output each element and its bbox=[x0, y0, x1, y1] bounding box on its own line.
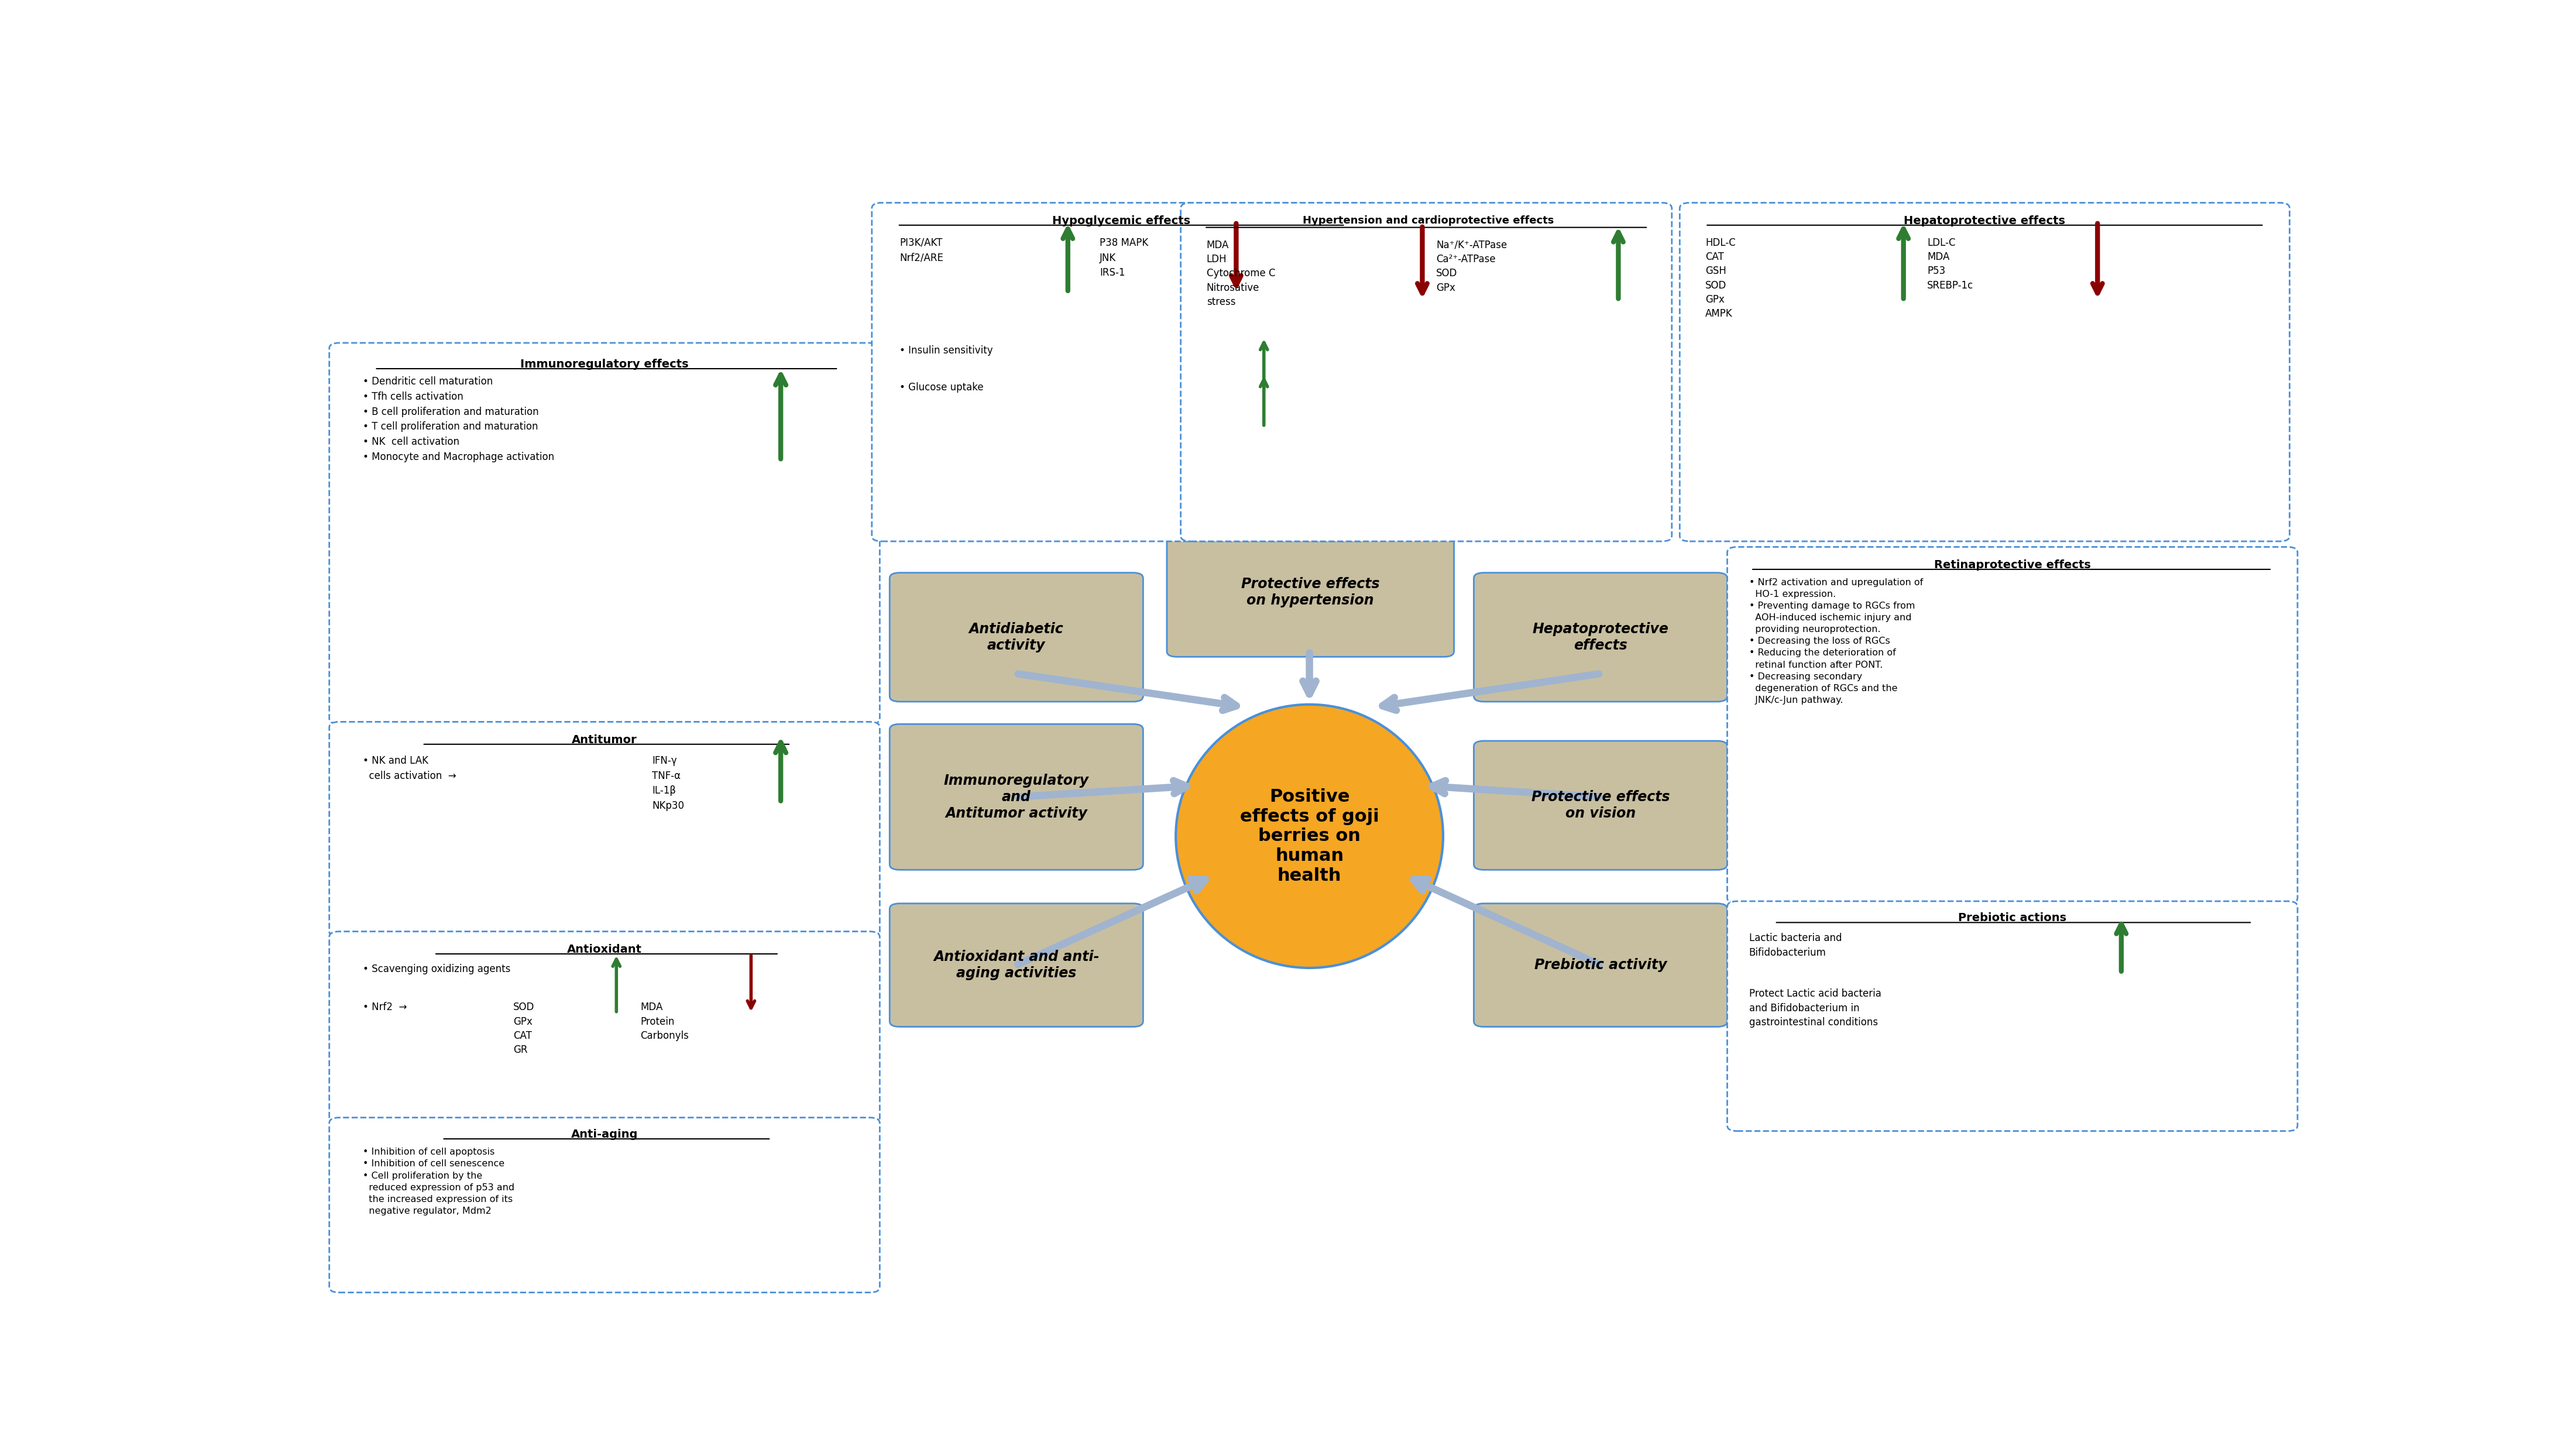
Text: HDL-C
CAT
GSH
SOD
GPx
AMPK: HDL-C CAT GSH SOD GPx AMPK bbox=[1707, 237, 1735, 319]
Text: Hepatoprotective
effects: Hepatoprotective effects bbox=[1533, 622, 1668, 652]
FancyBboxPatch shape bbox=[889, 903, 1142, 1026]
Text: Prebiotic actions: Prebiotic actions bbox=[1957, 913, 2067, 923]
FancyBboxPatch shape bbox=[1180, 202, 1671, 542]
FancyBboxPatch shape bbox=[1474, 572, 1727, 702]
Text: • Nrf2 activation and upregulation of
  HO-1 expression.
• Preventing damage to : • Nrf2 activation and upregulation of HO… bbox=[1750, 578, 1924, 705]
FancyBboxPatch shape bbox=[1679, 202, 2289, 542]
Text: Prebiotic activity: Prebiotic activity bbox=[1533, 958, 1666, 973]
Text: Immunoregulatory
and
Antitumor activity: Immunoregulatory and Antitumor activity bbox=[943, 773, 1088, 820]
Text: P38 MAPK
JNK
IRS-1: P38 MAPK JNK IRS-1 bbox=[1099, 237, 1147, 278]
FancyBboxPatch shape bbox=[1474, 903, 1727, 1026]
Text: Retinaprotective effects: Retinaprotective effects bbox=[1934, 559, 2090, 571]
Text: Antidiabetic
activity: Antidiabetic activity bbox=[968, 622, 1063, 652]
Text: Immunoregulatory effects: Immunoregulatory effects bbox=[521, 358, 690, 370]
Text: MDA
LDH
Cytochrome C
Nitrosative
stress: MDA LDH Cytochrome C Nitrosative stress bbox=[1206, 240, 1275, 307]
FancyBboxPatch shape bbox=[330, 1118, 879, 1293]
Text: Protective effects
on hypertension: Protective effects on hypertension bbox=[1242, 577, 1380, 607]
FancyBboxPatch shape bbox=[330, 722, 879, 938]
Text: Hypertension and cardioprotective effects: Hypertension and cardioprotective effect… bbox=[1303, 215, 1553, 226]
FancyBboxPatch shape bbox=[889, 572, 1142, 702]
Text: SOD
GPx
CAT
GR: SOD GPx CAT GR bbox=[514, 1002, 534, 1056]
FancyBboxPatch shape bbox=[330, 932, 879, 1124]
Ellipse shape bbox=[1175, 705, 1444, 968]
FancyBboxPatch shape bbox=[1474, 741, 1727, 869]
Text: • Inhibition of cell apoptosis
• Inhibition of cell senescence
• Cell proliferat: • Inhibition of cell apoptosis • Inhibit… bbox=[363, 1147, 514, 1216]
Text: • Dendritic cell maturation
• Tfh cells activation
• B cell proliferation and ma: • Dendritic cell maturation • Tfh cells … bbox=[363, 377, 554, 462]
Text: • Nrf2  →: • Nrf2 → bbox=[363, 1002, 406, 1012]
Text: Hepatoprotective effects: Hepatoprotective effects bbox=[1903, 215, 2064, 226]
FancyBboxPatch shape bbox=[1727, 901, 2297, 1131]
Text: Antioxidant: Antioxidant bbox=[567, 943, 641, 955]
Text: Anti-aging: Anti-aging bbox=[572, 1128, 639, 1140]
Text: Positive
effects of goji
berries on
human
health: Positive effects of goji berries on huma… bbox=[1239, 788, 1380, 884]
Text: • NK and LAK
  cells activation  →: • NK and LAK cells activation → bbox=[363, 756, 457, 780]
Text: Lactic bacteria and
Bifidobacterium: Lactic bacteria and Bifidobacterium bbox=[1750, 933, 1842, 958]
Text: Antioxidant and anti-
aging activities: Antioxidant and anti- aging activities bbox=[933, 949, 1099, 980]
Text: Hypoglycemic effects: Hypoglycemic effects bbox=[1053, 215, 1191, 226]
Text: IFN-γ
TNF-α
IL-1β
NKp30: IFN-γ TNF-α IL-1β NKp30 bbox=[652, 756, 685, 811]
Text: Antitumor: Antitumor bbox=[572, 734, 636, 745]
Text: • Scavenging oxidizing agents: • Scavenging oxidizing agents bbox=[363, 964, 511, 974]
Text: LDL-C
MDA
P53
SREBP-1c: LDL-C MDA P53 SREBP-1c bbox=[1926, 237, 1972, 291]
Text: Na⁺/K⁺-ATPase
Ca²⁺-ATPase
SOD
GPx: Na⁺/K⁺-ATPase Ca²⁺-ATPase SOD GPx bbox=[1436, 240, 1507, 293]
FancyBboxPatch shape bbox=[871, 202, 1372, 542]
FancyBboxPatch shape bbox=[1727, 547, 2297, 903]
Text: • Glucose uptake: • Glucose uptake bbox=[899, 381, 984, 393]
FancyBboxPatch shape bbox=[1168, 529, 1454, 657]
FancyBboxPatch shape bbox=[330, 342, 879, 724]
Text: Protective effects
on vision: Protective effects on vision bbox=[1530, 791, 1671, 821]
Text: • Insulin sensitivity: • Insulin sensitivity bbox=[899, 345, 994, 355]
Text: PI3K/AKT
Nrf2/ARE: PI3K/AKT Nrf2/ARE bbox=[899, 237, 943, 264]
Text: Protect Lactic acid bacteria
and Bifidobacterium in
gastrointestinal conditions: Protect Lactic acid bacteria and Bifidob… bbox=[1750, 989, 1880, 1028]
FancyBboxPatch shape bbox=[889, 724, 1142, 869]
Text: MDA
Protein
Carbonyls: MDA Protein Carbonyls bbox=[641, 1002, 690, 1041]
